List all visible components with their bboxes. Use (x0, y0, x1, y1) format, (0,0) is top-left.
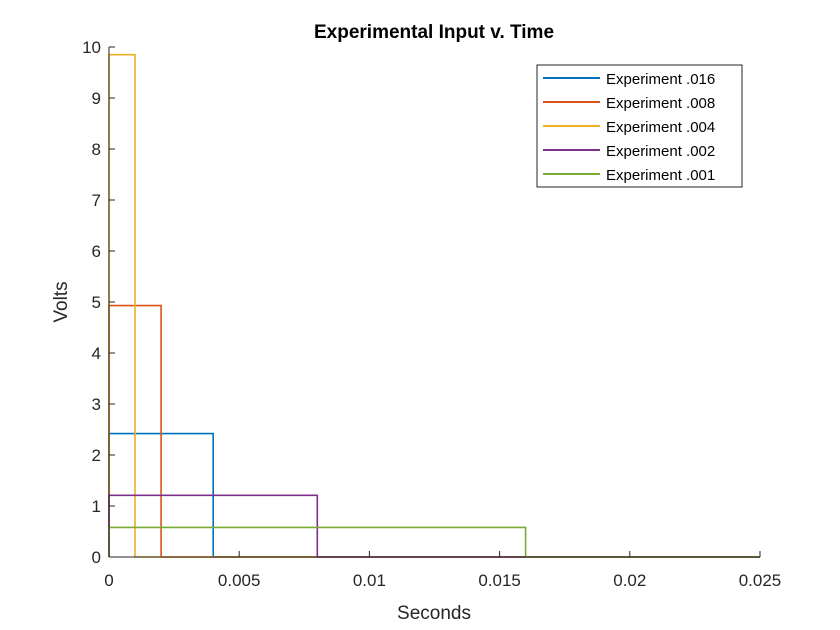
y-tick-label: 3 (92, 395, 101, 414)
y-tick-label: 10 (82, 38, 101, 57)
y-axis-label: Volts (51, 281, 72, 322)
legend-label: Experiment .002 (606, 143, 715, 160)
y-tick-label: 6 (92, 242, 101, 261)
x-tick-label: 0.025 (739, 571, 782, 590)
legend-label: Experiment .001 (606, 167, 715, 184)
x-tick-label: 0.01 (353, 571, 386, 590)
x-ticks: 0 0.005 0.01 0.015 0.02 0.025 (104, 551, 781, 590)
x-axis-label: Seconds (397, 603, 471, 624)
y-tick-label: 5 (92, 293, 101, 312)
y-tick-label: 4 (92, 344, 101, 363)
legend-label: Experiment .008 (606, 95, 715, 112)
y-tick-label: 2 (92, 446, 101, 465)
y-ticks: 0 1 2 3 4 5 6 7 8 9 10 (82, 38, 115, 567)
legend-label: Experiment .004 (606, 119, 715, 136)
y-tick-label: 7 (92, 191, 101, 210)
legend-label: Experiment .016 (606, 71, 715, 88)
x-tick-label: 0.015 (478, 571, 521, 590)
legend: Experiment .016 Experiment .008 Experiment… (536, 64, 743, 188)
x-tick-label: 0.02 (613, 571, 646, 590)
y-tick-label: 8 (92, 140, 101, 159)
chart-title: Experimental Input v. Time (314, 22, 554, 43)
x-tick-label: 0 (104, 571, 113, 590)
y-tick-label: 0 (92, 548, 101, 567)
legend-box (536, 64, 743, 188)
y-tick-label: 9 (92, 89, 101, 108)
y-tick-label: 1 (92, 497, 101, 516)
x-tick-label: 0.005 (218, 571, 261, 590)
legend-items: Experiment .016 Experiment .008 Experiment… (543, 71, 715, 184)
